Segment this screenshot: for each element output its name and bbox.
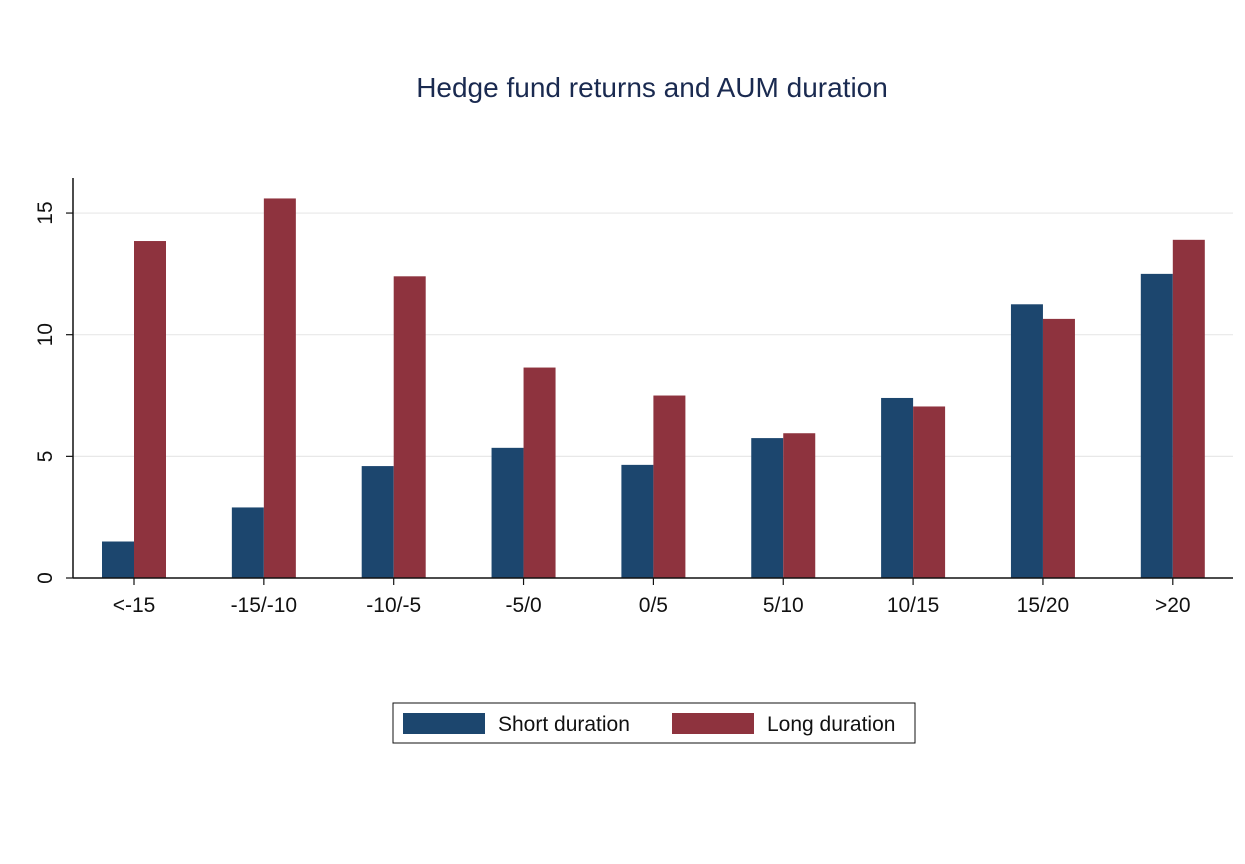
legend-label-long: Long duration [767,713,895,736]
bar-short-duration [102,541,134,578]
legend-label-short: Short duration [498,713,630,736]
bar-long-duration [1172,239,1205,579]
bar-short-duration [1010,304,1043,578]
x-tick-label: -5/0 [505,594,541,617]
legend-swatch-long [672,713,754,734]
x-tick-label: -10/-5 [366,594,421,617]
x-tick-label: <-15 [113,594,156,617]
legend-box [392,702,916,744]
x-tick-label: -15/-10 [231,594,298,617]
x-tick-label: 10/15 [887,594,940,617]
y-axis-ticks: 0 5 10 15 [34,201,73,584]
bar-short-duration [491,447,524,578]
bar-short-duration [881,397,914,578]
bar-short-duration [751,438,784,578]
bar-short-duration [231,507,264,578]
bar-long-duration [783,433,816,578]
x-axis-labels: <-15 -15/-10 -10/-5 -5/0 0/5 5/10 10/15 15/20 >2… [113,578,1191,617]
y-tick-label: 5 [34,451,57,463]
bar-long-duration [393,276,426,578]
bars [102,198,1205,579]
x-tick-label: 0/5 [639,594,668,617]
x-tick-label: 5/10 [763,594,804,617]
y-tick-label: 15 [34,201,57,224]
bar-long-duration [653,395,686,578]
x-tick-label: 15/20 [1017,594,1070,617]
bar-short-duration [621,464,654,578]
bar-long-duration [263,198,296,578]
legend: Short duration Long duration [392,702,916,744]
chart-title: Hedge fund returns and AUM duration [416,72,888,103]
y-tick-label: 0 [34,572,57,584]
legend-swatch-short [403,713,485,734]
x-tick-label: >20 [1155,594,1191,617]
y-tick-label: 10 [34,323,57,346]
bar-long-duration [523,367,556,578]
bar-long-duration [134,241,166,579]
bar-long-duration [1042,318,1075,578]
bar-long-duration [913,406,946,578]
bar-short-duration [1140,273,1173,578]
bar-short-duration [361,466,394,578]
